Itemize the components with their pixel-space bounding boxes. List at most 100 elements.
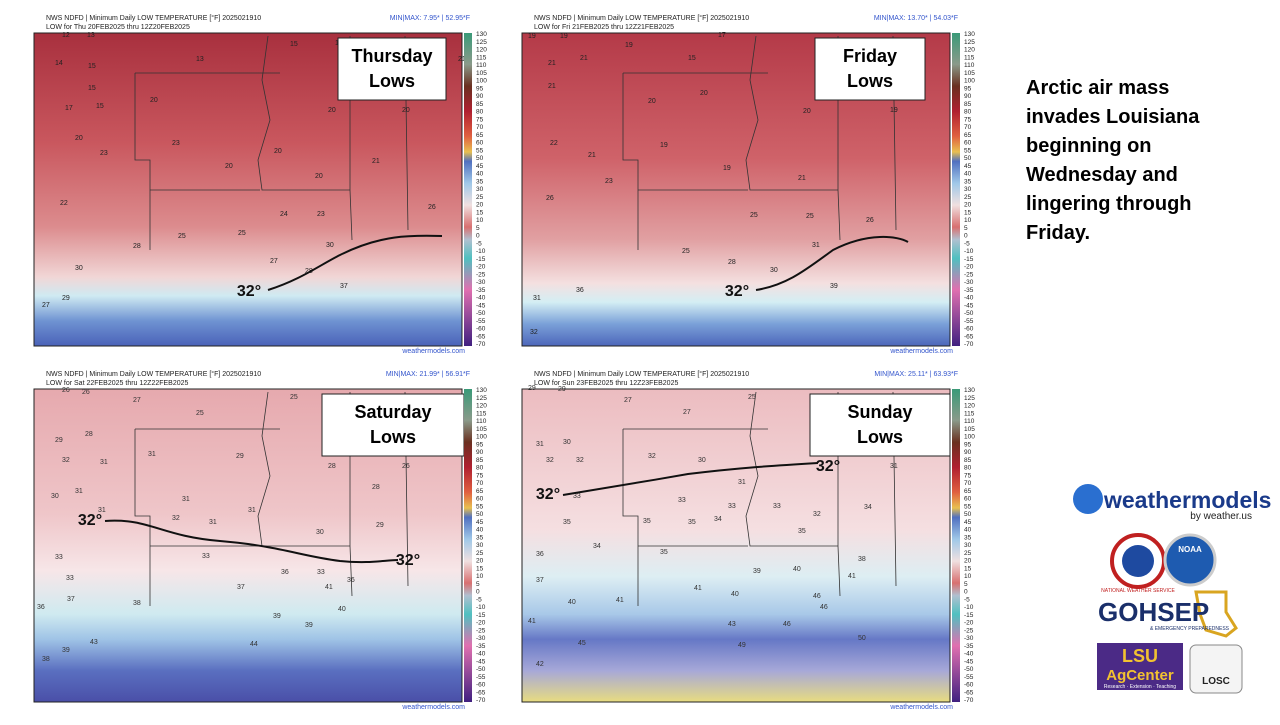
station-value: 14 xyxy=(55,60,63,67)
station-value: 40 xyxy=(338,606,346,613)
station-value: 35 xyxy=(563,519,571,526)
colorbar-label: 40 xyxy=(476,527,484,534)
colorbar-label: 65 xyxy=(476,132,484,139)
station-value: 31 xyxy=(148,451,156,458)
colorbar-label: 60 xyxy=(476,140,484,147)
colorbar-label: 70 xyxy=(964,124,972,131)
colorbar-label: 25 xyxy=(964,194,972,201)
colorbar-label: 65 xyxy=(964,132,972,139)
station-value: 15 xyxy=(290,41,298,48)
station-value: 19 xyxy=(560,33,568,40)
colorbar-label: 130 xyxy=(964,387,975,394)
station-value: 33 xyxy=(773,503,781,510)
colorbar-label: 10 xyxy=(476,573,484,580)
freezing-contour xyxy=(104,519,399,564)
station-value: 20 xyxy=(803,108,811,115)
station-value: 40 xyxy=(568,599,576,606)
colorbar-label: 60 xyxy=(964,140,972,147)
colorbar xyxy=(952,389,960,702)
colorbar-label: -40 xyxy=(964,295,974,302)
colorbar-label: -40 xyxy=(476,651,486,658)
station-value: 21 xyxy=(548,60,556,67)
station-value: 46 xyxy=(820,604,828,611)
colorbar-label: 25 xyxy=(964,550,972,557)
map-frame xyxy=(521,388,951,703)
colorbar-label: -30 xyxy=(964,635,974,642)
station-value: 20 xyxy=(274,148,282,155)
colorbar-label: 110 xyxy=(476,418,487,425)
colorbar-label: 90 xyxy=(964,449,972,456)
station-value: 25 xyxy=(290,394,298,401)
colorbar-label: 5 xyxy=(964,225,968,232)
station-value: 22 xyxy=(60,200,68,207)
station-value: 25 xyxy=(238,230,246,237)
station-value: 21 xyxy=(798,175,806,182)
colorbar-label: 45 xyxy=(476,519,484,526)
colorbar-label: -20 xyxy=(964,620,974,627)
panel-title: Lows xyxy=(847,71,893,91)
title-box xyxy=(809,393,951,457)
station-value: 33 xyxy=(317,569,325,576)
station-value: 45 xyxy=(578,640,586,647)
station-value: 21 xyxy=(588,152,596,159)
station-value: 38 xyxy=(42,656,50,663)
station-value: 20 xyxy=(648,98,656,105)
colorbar-label: 30 xyxy=(476,542,484,549)
station-value: 46 xyxy=(783,621,791,628)
colorbar-label: -70 xyxy=(964,697,974,704)
station-value: 26 xyxy=(402,463,410,470)
station-value: 50 xyxy=(858,635,866,642)
colorbar-label: 120 xyxy=(964,403,975,410)
station-value: 20 xyxy=(315,173,323,180)
colorbar xyxy=(464,33,472,346)
station-value: 23 xyxy=(317,211,325,218)
station-value: 29 xyxy=(558,386,566,393)
colorbar-label: 20 xyxy=(964,202,972,209)
panel-title: Lows xyxy=(857,427,903,447)
state-borders xyxy=(622,35,897,250)
station-value: 30 xyxy=(51,493,59,500)
station-value: 28 xyxy=(133,243,141,250)
station-value: 41 xyxy=(325,584,333,591)
colorbar-label: 85 xyxy=(964,457,972,464)
colorbar-label: 20 xyxy=(964,558,972,565)
colorbar-label: -60 xyxy=(476,326,486,333)
colorbar-label: 65 xyxy=(476,488,484,495)
station-value: 20 xyxy=(402,107,410,114)
station-value: 25 xyxy=(750,212,758,219)
station-value: 33 xyxy=(202,553,210,560)
colorbar-label: 45 xyxy=(476,163,484,170)
station-value: 28 xyxy=(328,463,336,470)
station-value: 41 xyxy=(616,597,624,604)
colorbar-label: 105 xyxy=(476,426,487,433)
station-value: 25 xyxy=(682,248,690,255)
colorbar-label: 100 xyxy=(476,78,487,85)
station-value: 36 xyxy=(37,604,45,611)
map-panel: NWS NDFD | Minimum Daily LOW TEMPERATURE… xyxy=(521,370,975,711)
station-value: 20 xyxy=(700,90,708,97)
station-value: 29 xyxy=(528,385,536,392)
station-value: 23 xyxy=(605,178,613,185)
station-value: 35 xyxy=(688,519,696,526)
station-value: 46 xyxy=(813,593,821,600)
colorbar-label: -60 xyxy=(964,682,974,689)
station-value: 30 xyxy=(316,529,324,536)
colorbar-label: -55 xyxy=(476,674,486,681)
colorbar-label: -45 xyxy=(476,302,486,309)
colorbar-label: 20 xyxy=(476,202,484,209)
map-panel: NWS NDFD | Minimum Daily LOW TEMPERATURE… xyxy=(521,14,975,355)
colorbar-label: 95 xyxy=(476,441,484,448)
colorbar-label: 20 xyxy=(476,558,484,565)
station-value: 39 xyxy=(273,613,281,620)
station-value: 21 xyxy=(548,83,556,90)
station-value: 34 xyxy=(593,543,601,550)
station-value: 20 xyxy=(75,135,83,142)
colorbar-label: -5 xyxy=(964,596,970,603)
station-value: 26 xyxy=(866,217,874,224)
station-value: 28 xyxy=(728,259,736,266)
station-value: 27 xyxy=(683,409,691,416)
station-value: 13 xyxy=(196,56,204,63)
station-value: 40 xyxy=(793,566,801,573)
station-value: 15 xyxy=(688,55,696,62)
station-value: 21 xyxy=(372,158,380,165)
